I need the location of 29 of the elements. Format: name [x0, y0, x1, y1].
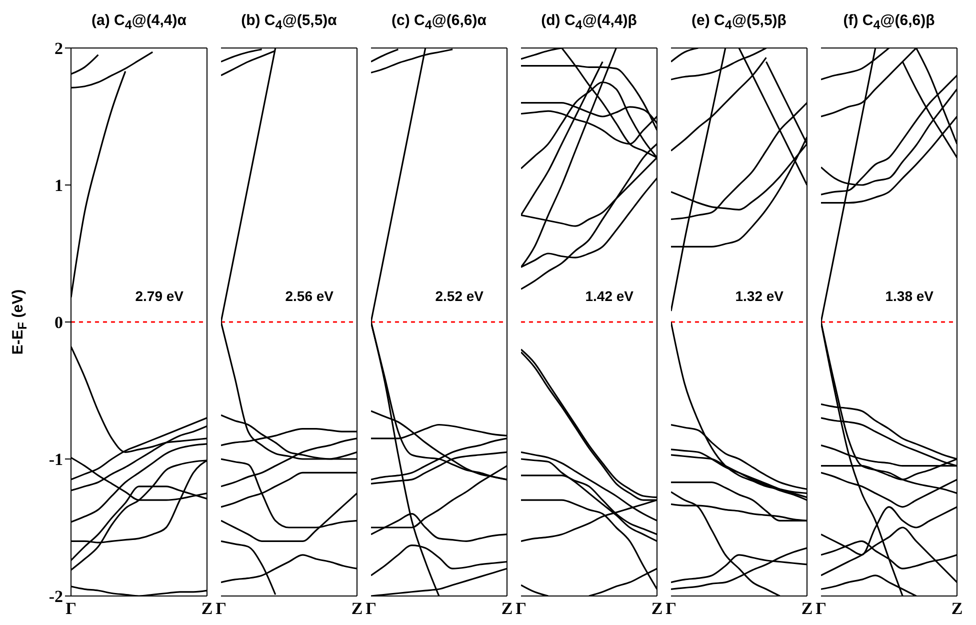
annotation: 2.79 eV: [134, 288, 185, 304]
chart-title: (f) C$_{4}$@(6,6)β: [842, 12, 936, 32]
annotation: 1.32 eV: [734, 288, 785, 304]
x-tick-label: Γ: [666, 599, 676, 618]
chart-title: (b) C$_{4}$@(5,5)α: [240, 12, 338, 32]
y-tick-label: -2: [48, 587, 63, 606]
x-tick-label: Γ: [66, 599, 76, 618]
chart-title: (a) C$_{4}$@(4,4)α: [90, 12, 188, 32]
x-tick-label: Z: [501, 599, 513, 618]
x-tick-label: Γ: [366, 599, 376, 618]
y-tick-label: -1: [48, 450, 63, 470]
x-tick-label: Γ: [816, 599, 826, 618]
x-tick-label: Z: [651, 599, 663, 618]
chart-title: (d) C$_{4}$@(4,4)β: [540, 12, 638, 32]
annotation: 1.38 eV: [884, 288, 935, 304]
chart-title: (e) C$_{4}$@(5,5)β: [690, 12, 788, 32]
annotation: 2.56 eV: [284, 288, 335, 304]
x-tick-label: Z: [801, 599, 813, 618]
x-tick-label: Z: [201, 599, 213, 618]
x-tick-label: Z: [951, 599, 963, 618]
x-tick-label: Z: [351, 599, 363, 618]
annotation: 1.42 eV: [584, 288, 635, 304]
annotation: 2.52 eV: [434, 288, 485, 304]
chart-title: (c) C$_{4}$@(6,6)α: [390, 12, 488, 32]
y-tick-label: 0: [54, 313, 63, 332]
y-tick-label: 2: [54, 39, 63, 58]
x-tick-label: Γ: [216, 599, 226, 618]
x-tick-label: Γ: [516, 599, 526, 618]
y-tick-label: 1: [54, 176, 63, 196]
